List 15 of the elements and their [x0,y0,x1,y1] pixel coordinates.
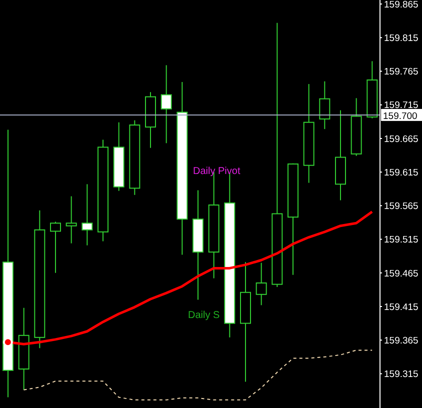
annotation: Daily S [188,310,220,321]
y-tick-label: 159.815 [384,33,418,44]
y-tick-label: 159.865 [384,0,418,10]
annotation: Daily Pivot [193,166,240,177]
y-tick-label: 159.565 [384,201,418,212]
y-tick-label: 159.615 [384,167,418,178]
y-tick-label: 159.415 [384,302,418,313]
y-tick-label: 159.515 [384,234,418,246]
ref-line-label: 159.700 [383,110,418,122]
y-tick-label: 159.365 [384,335,418,346]
y-tick-label: 159.465 [384,268,418,280]
y-tick-label: 159.715 [384,100,418,112]
y-tick-label: 159.765 [384,66,418,78]
y-tick-label: 159.315 [384,369,418,380]
y-tick-label: 159.665 [384,134,418,145]
